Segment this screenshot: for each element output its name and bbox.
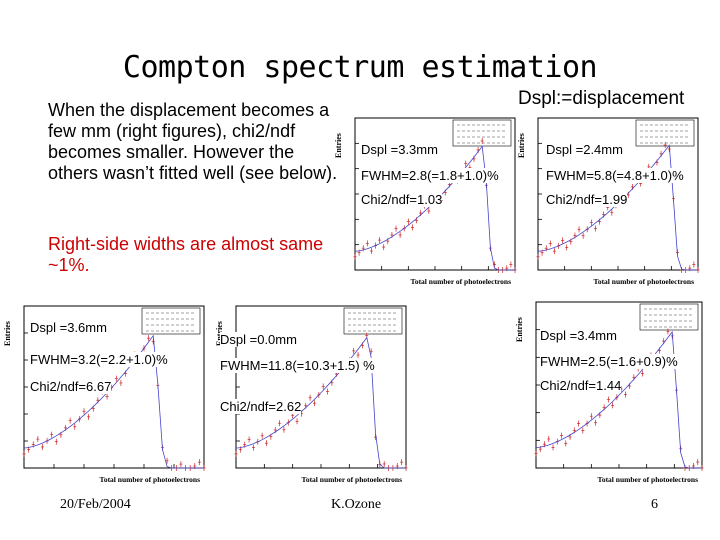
y-axis-label: Entries: [3, 321, 12, 346]
x-axis-label: Total number of photoelectrons: [302, 475, 403, 484]
x-axis-label: Total number of photoelectrons: [594, 277, 695, 286]
footer-date: 20/Feb/2004: [60, 497, 131, 512]
fit-curve: [235, 336, 406, 469]
histogram-plot-2: Entries Total number of photoelectrons Ds…: [516, 112, 706, 290]
histogram-svg-2: Entries Total number of photoelectrons: [517, 117, 700, 286]
plot-2-chi2-label: Chi2/ndf=1.99: [546, 192, 628, 207]
plot-5-dspl-label: Dspl =3.4mm: [540, 328, 617, 343]
plot-1-dspl-label: Dspl =3.3mm: [361, 142, 438, 157]
plot-5-chi2-label: Chi2/ndf=1.44: [540, 378, 622, 393]
intro-text: When the displacement becomes a few mm (…: [48, 100, 338, 183]
y-axis-label: Entries: [517, 133, 526, 158]
histogram-svg-1: Entries Total number of photoelectrons: [334, 117, 517, 286]
plot-3-chi2-label: Chi2/ndf=6.67: [30, 379, 112, 394]
x-axis-label: Total number of photoelectrons: [598, 475, 699, 484]
plot-3-dspl-label: Dspl =3.6mm: [30, 320, 107, 335]
histogram-plot-3: Entries Total number of photoelectrons Ds…: [2, 300, 212, 488]
plot-1-fwhm-label: FWHM=2.8(=1.8+1.0)%: [361, 168, 499, 183]
fit-curve: [23, 334, 204, 469]
y-axis-label: Entries: [515, 317, 524, 342]
fit-curve: [537, 144, 698, 271]
displacement-definition: Dspl:=displacement: [518, 88, 685, 109]
histogram-plot-5: Entries Total number of photoelectrons Ds…: [514, 296, 710, 488]
x-axis-label: Total number of photoelectrons: [411, 277, 512, 286]
histogram-plot-4: Entries Total number of photoelectrons Ds…: [214, 300, 414, 488]
stats-box: [141, 307, 201, 335]
histogram-svg-4: Entries Total number of photoelectrons: [215, 305, 408, 484]
right-width-note: Right-side widths are almost same ~1%.: [48, 234, 324, 275]
plot-1-chi2-label: Chi2/ndf=1.03: [361, 192, 443, 207]
histogram-plot-1: Entries Total number of photoelectrons Ds…: [333, 112, 523, 290]
stats-box: [639, 303, 699, 331]
x-axis-label: Total number of photoelectrons: [100, 475, 201, 484]
fit-curve: [354, 145, 515, 271]
plot-4-chi2-label: Chi2/ndf=2.62: [220, 399, 302, 414]
plot-2-dspl-label: Dspl =2.4mm: [546, 142, 623, 157]
plot-3-fwhm-label: FWHM=3.2(=2.2+1.0)%: [30, 352, 168, 367]
stats-box: [343, 307, 403, 335]
plot-4-fwhm-label: FWHM=11.8(=10.3+1.5) %: [220, 358, 390, 373]
fit-curve: [535, 330, 702, 469]
y-axis-label: Entries: [215, 321, 224, 346]
footer-author: K.Ozone: [331, 497, 382, 512]
y-axis-label: Entries: [334, 133, 343, 158]
plot-5-fwhm-label: FWHM=2.5(=1.6+0.9)%: [540, 354, 678, 369]
plot-2-fwhm-label: FWHM=5.8(=4.8+1.0)%: [546, 168, 684, 183]
slide-title: Compton spectrum estimation: [122, 50, 598, 85]
footer-page-number: 6: [651, 497, 658, 512]
plot-4-dspl-label: Dspl =0.0mm: [220, 332, 297, 347]
